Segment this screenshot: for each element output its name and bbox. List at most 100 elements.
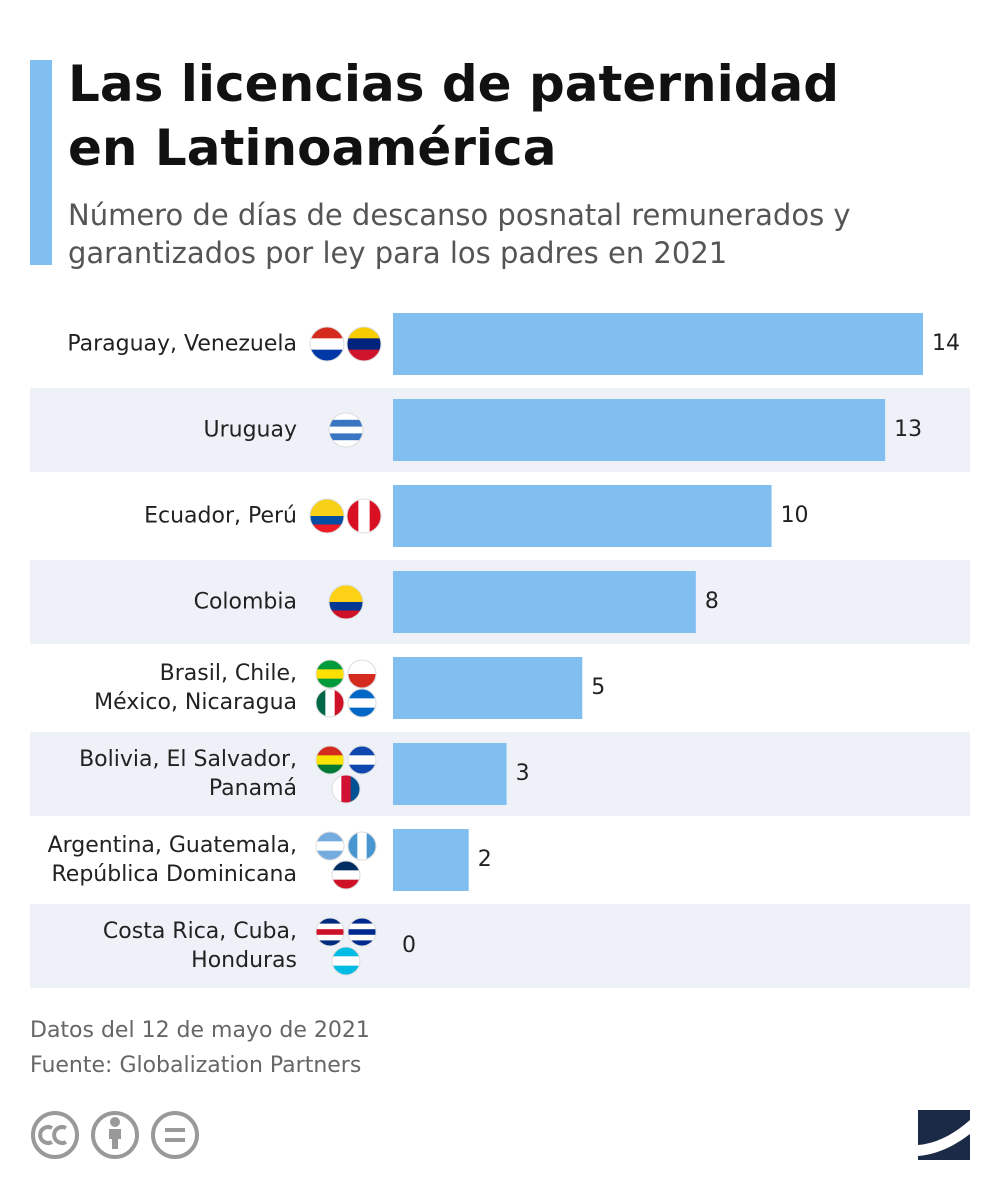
flag-stripe (316, 660, 344, 670)
flag-stripe (369, 499, 381, 533)
flag-stripe (325, 689, 336, 717)
bar (393, 743, 507, 805)
flag-stripe (316, 755, 344, 766)
flag-stripe (348, 707, 376, 717)
flag-stripe (329, 426, 363, 434)
flag (316, 832, 344, 860)
flag-stripe (310, 338, 344, 351)
bar (393, 313, 923, 375)
note: Datos del 12 de mayo de 2021 (30, 1018, 370, 1043)
flag-stripe (329, 593, 363, 603)
category-label: Argentina, Guatemala, República Dominica… (47, 833, 297, 887)
flag-stripe (329, 585, 363, 594)
flag-stripe (329, 440, 363, 447)
bar (393, 399, 886, 461)
flag-border (315, 831, 345, 861)
flag (348, 746, 376, 774)
flag-border (309, 498, 345, 534)
flag-stripe (347, 349, 381, 361)
flag (332, 947, 360, 975)
value-label: 8 (705, 589, 719, 614)
flag (316, 660, 344, 688)
flag-stripe (357, 832, 368, 860)
flag-stripe (348, 698, 376, 709)
category-label: Costa Rica, Cuba, Honduras (102, 919, 297, 973)
flag (316, 689, 344, 717)
bar (393, 571, 696, 633)
flag (332, 775, 360, 803)
flag-stripe (332, 947, 360, 957)
flag-stripe (332, 965, 360, 975)
flag-border (309, 326, 345, 362)
flag-stripe (348, 918, 376, 925)
category-label: Colombia (193, 589, 297, 615)
flag-stripe (316, 841, 344, 852)
category-label: Bolivia, El Salvador, Panamá (79, 747, 297, 801)
flag-stripe (310, 327, 344, 339)
flag-stripe (329, 602, 363, 611)
flag-border (347, 745, 377, 775)
flag-stripe (347, 338, 381, 351)
category-label: Uruguay (203, 417, 298, 443)
flag-border (315, 917, 345, 947)
flag-stripe (348, 746, 376, 756)
flag-border (347, 688, 377, 718)
flag-stripe (358, 499, 371, 533)
flag-stripe (316, 678, 344, 688)
bar (393, 829, 469, 891)
flag (316, 918, 344, 946)
flag-stripe (329, 433, 363, 441)
flag-stripe (348, 934, 376, 941)
flag-border (347, 831, 377, 861)
title-accent (30, 60, 52, 265)
chart-title: Las licencias de paternidad en Latinoamé… (68, 55, 840, 177)
flag-stripe (347, 327, 381, 339)
flag-stripe (316, 850, 344, 860)
flag-stripe (316, 940, 344, 946)
value-label: 0 (402, 933, 416, 958)
flag-border (331, 860, 361, 890)
flag-stripe (310, 507, 344, 517)
flag-stripe (316, 934, 344, 941)
flag-stripe (316, 669, 344, 680)
chart-subtitle: Número de días de descanso posnatal remu… (68, 198, 851, 270)
category-label: Ecuador, Perú (144, 503, 297, 529)
flag-border (328, 412, 364, 448)
flag-stripe (310, 524, 344, 533)
flag-stripe (348, 832, 358, 860)
flag (348, 918, 376, 946)
flag-stripe (316, 832, 344, 842)
flag-stripe (316, 764, 344, 774)
row-band (30, 904, 970, 988)
flag (347, 327, 381, 361)
flag-stripe (310, 349, 344, 361)
flag-border (346, 498, 382, 534)
flag-border (315, 688, 345, 718)
flag-border (347, 659, 377, 689)
flag-stripe (329, 419, 363, 428)
flag-stripe (332, 861, 360, 871)
flag (347, 499, 381, 533)
flag-border (331, 774, 361, 804)
flag-stripe (310, 499, 344, 508)
flag-stripe (329, 610, 363, 619)
flag-border (315, 659, 345, 689)
flag-border (328, 584, 364, 620)
flag-border (315, 745, 345, 775)
flag-stripe (341, 775, 352, 803)
flag (316, 746, 344, 774)
flag-stripe (366, 832, 376, 860)
flag-stripe (348, 755, 376, 766)
value-label: 3 (516, 761, 530, 786)
flag-stripe (348, 764, 376, 774)
value-label: 10 (781, 503, 809, 528)
flag-stripe (332, 775, 342, 803)
flag-stripe (347, 499, 359, 533)
category-label: Paraguay, Venezuela (67, 331, 297, 357)
flag (348, 832, 376, 860)
category-label: Brasil, Chile, México, Nicaragua (94, 661, 297, 715)
source: Fuente: Globalization Partners (30, 1053, 362, 1078)
bar (393, 657, 583, 719)
